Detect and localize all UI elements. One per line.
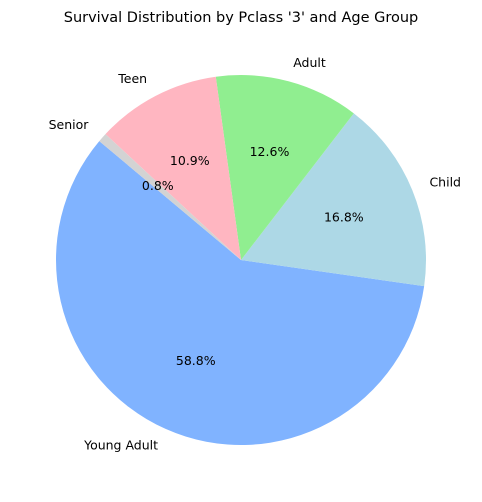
pct-label-adult: 12.6% [250, 144, 290, 159]
pie-slices [56, 75, 427, 445]
pie-slice-teen [105, 76, 241, 260]
pie-slice-senior [99, 134, 242, 260]
pct-label-young-adult: 58.8% [176, 353, 216, 368]
pct-label-senior: 0.8% [142, 178, 174, 193]
slice-label-senior: Senior [49, 117, 90, 132]
slice-label-teen: Teen [117, 71, 147, 86]
pct-label-child: 16.8% [324, 210, 364, 225]
pie-labels: Young Adult 58.8% Child 16.8% Adult 12.6% Teen… [49, 55, 461, 453]
pie-slice-adult [215, 75, 354, 260]
slice-label-young-adult: Young Adult [83, 437, 158, 452]
slice-label-child: Child [429, 175, 461, 190]
chart-title: Survival Distribution by Pclass '3' and … [64, 10, 419, 26]
pct-label-teen: 10.9% [170, 153, 210, 168]
pie-slice-child [241, 113, 427, 287]
slice-label-adult: Adult [293, 55, 326, 70]
pie-slice-young-adult [56, 141, 425, 445]
